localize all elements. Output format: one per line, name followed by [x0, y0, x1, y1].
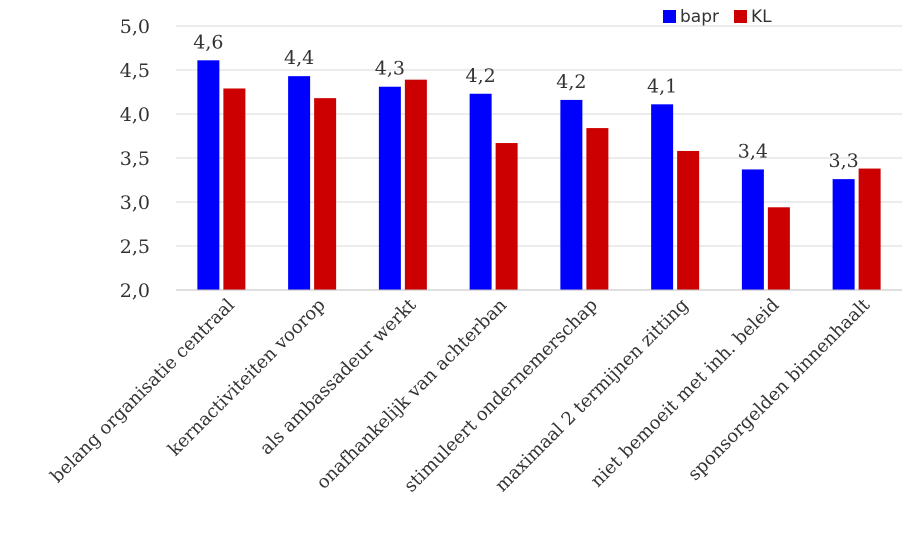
bar-bapr-4 [560, 99, 583, 290]
legend-label-bapr: bapr [680, 7, 719, 27]
bar-bapr-6 [741, 169, 764, 290]
bar-kl-2 [404, 79, 427, 291]
x-axis: belang organisatie centraalkernactivitei… [46, 289, 902, 497]
legend-swatch-kl [734, 10, 747, 23]
y-axis: 2,0 2,5 3,0 3,5 4,0 4,5 5,0 [120, 16, 150, 302]
bar-bapr-2 [378, 86, 401, 290]
data-label-bapr: 4,4 [284, 47, 314, 69]
x-category-label: onafhankelijk van achterban [312, 294, 511, 493]
legend-label-kl: KL [751, 7, 772, 27]
data-label-bapr: 4,2 [466, 65, 496, 87]
bar-kl-4 [586, 128, 609, 290]
x-category-label: sponsorgelden binnenhaalt [684, 294, 875, 485]
data-label-bapr: 4,3 [375, 58, 405, 80]
bar-kl-1 [314, 98, 337, 290]
x-category-label: als ambassadeur werkt [256, 294, 421, 459]
x-category-label: kernactiviteiten voorop [164, 295, 330, 461]
x-category-label: maximaal 2 termijnen zitting [491, 295, 692, 496]
bar-kl-5 [677, 150, 700, 290]
data-label-bapr: 4,1 [647, 75, 677, 97]
y-tick-label: 3,5 [120, 148, 150, 170]
bar-kl-3 [495, 143, 518, 290]
bar-bapr-5 [651, 104, 674, 290]
bar-kl-0 [223, 88, 246, 290]
data-label-bapr: 3,3 [829, 150, 859, 172]
y-tick-label: 5,0 [120, 16, 150, 38]
x-category-label: niet bemoeit met inh. beleid [587, 295, 784, 492]
data-label-bapr: 3,4 [738, 140, 768, 162]
data-label-bapr: 4,6 [193, 31, 223, 53]
x-category-label: stimuleert ondernemerschap [400, 295, 602, 497]
bar-bapr-3 [469, 93, 492, 290]
bar-bapr-7 [832, 179, 855, 290]
bars [197, 60, 881, 291]
x-category-label: belang organisatie centraal [46, 295, 239, 488]
y-tick-label: 2,0 [120, 280, 150, 302]
legend-swatch-bapr [663, 10, 676, 23]
bar-kl-6 [767, 207, 790, 290]
data-label-bapr: 4,2 [556, 71, 586, 93]
data-labels: 4,6 4,4 4,3 4,2 4,2 4,1 3,4 3,3 [193, 31, 858, 172]
y-tick-label: 2,5 [120, 236, 150, 258]
y-tick-label: 4,0 [120, 104, 150, 126]
legend: bapr KL [663, 7, 772, 27]
y-tick-label: 4,5 [120, 60, 150, 82]
bar-kl-7 [858, 168, 881, 290]
y-tick-label: 3,0 [120, 192, 150, 214]
bar-bapr-1 [288, 76, 311, 290]
bar-bapr-0 [197, 60, 220, 290]
